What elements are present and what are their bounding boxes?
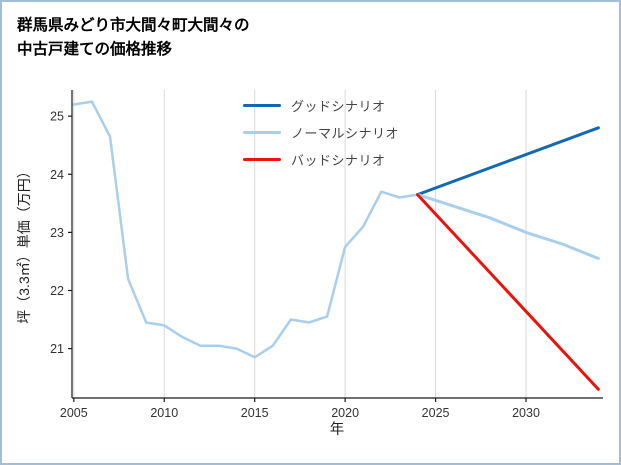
legend-line-bad-icon (243, 157, 281, 161)
page-title: 群馬県みどり市大間々町大間々の 中古戸建ての価格推移 (17, 14, 250, 62)
x-tick-label: 2025 (422, 406, 450, 420)
legend-item-bad: バッドシナリオ (243, 151, 399, 168)
legend-item-normal: ノーマルシナリオ (243, 124, 400, 141)
y-axis-label: 坪（3.3㎡）単価（万円） (16, 164, 32, 324)
chart-legend: グッドシナリオ ノーマルシナリオ バッドシナリオ (243, 97, 400, 168)
y-tick-label: 22 (50, 284, 64, 298)
y-tick-label: 24 (50, 168, 64, 182)
title-line-2: 中古戸建ての価格推移 (17, 41, 173, 59)
x-tick-label: 2030 (512, 406, 540, 420)
title-line-1: 群馬県みどり市大間々町大間々の (17, 17, 250, 34)
series-line-good (416, 126, 600, 197)
legend-line-good-icon (243, 103, 281, 107)
y-tick-label: 25 (50, 110, 64, 124)
legend-label-good: グッドシナリオ (291, 98, 386, 114)
series-line-normal (416, 193, 600, 260)
x-tick-label: 2010 (150, 406, 178, 420)
legend-label-bad: バッドシナリオ (291, 152, 386, 168)
y-tick-label: 23 (50, 226, 64, 240)
x-tick-label: 2005 (60, 406, 88, 420)
x-tick-label: 2015 (241, 406, 269, 420)
legend-label-normal: ノーマルシナリオ (291, 125, 400, 141)
series-line-history (72, 100, 419, 359)
y-tick-label: 21 (50, 342, 64, 356)
legend-line-normal-icon (243, 130, 281, 134)
x-axis-label: 年 (329, 422, 345, 438)
legend-item-good: グッドシナリオ (243, 97, 399, 114)
x-tick-label: 2020 (331, 406, 359, 420)
series-line-bad (416, 193, 600, 391)
